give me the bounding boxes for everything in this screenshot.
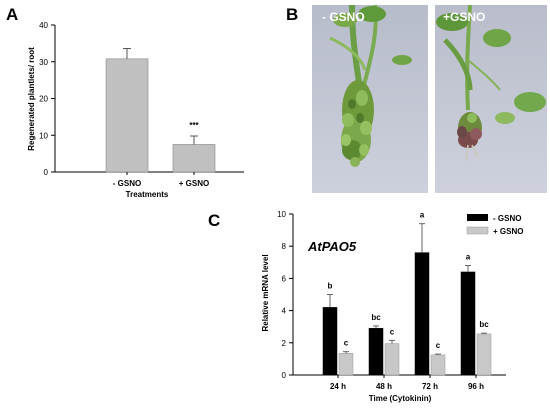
chart-c-bar-plus-gsno [338, 353, 354, 376]
photo-left-leaf-2 [358, 6, 386, 22]
photo-left-petiole [329, 36, 367, 71]
chart-a-y-tick-label: 40 [39, 21, 48, 30]
chart-c-bar-minus-gsno [414, 252, 430, 376]
chart-c-x-tick-label: 48 h [376, 382, 392, 391]
photo-left-label: - GSNO [322, 10, 365, 24]
chart-c-y-tick-label: 6 [282, 274, 287, 283]
chart-c-significance-letter: c [344, 339, 349, 348]
chart-c-y-tick-label: 8 [282, 242, 287, 251]
photo-right-petiole-2 [467, 59, 501, 91]
legend-swatch-plus-gsno [466, 226, 489, 235]
chart-c-x-tick-label: 72 h [422, 382, 438, 391]
chart-c-title: AtPAO5 [307, 239, 357, 254]
chart-a-y-tick-label: 10 [39, 131, 48, 140]
photo-right-leaf-4 [495, 112, 515, 124]
chart-c-significance-letter: b [328, 282, 333, 291]
photo-right-root-cluster [457, 112, 482, 161]
chart-a-x-tick-label: + GSNO [179, 179, 209, 188]
photo-left-root-cluster [341, 80, 374, 167]
panel-b-letter: B [286, 5, 298, 24]
chart-c-significance-letter: a [420, 211, 425, 220]
chart-c-bar-plus-gsno [384, 343, 400, 376]
chart-c-bar-minus-gsno [368, 328, 384, 376]
photo-left-leaf [333, 13, 357, 27]
panel-c-letter: C [208, 211, 220, 230]
chart-a-xlabel: Treatments [126, 190, 169, 199]
chart-a-bar [105, 58, 149, 173]
chart-a-y-tick-label: 20 [39, 95, 48, 104]
chart-c-x-tick-label: 96 h [468, 382, 484, 391]
chart-a-y-tick-label: 0 [44, 168, 49, 177]
chart-c-ylabel: Relative mRNA level [261, 254, 270, 331]
chart-c-bar-plus-gsno [476, 333, 492, 376]
photo-right-leaf-2 [483, 29, 511, 47]
panel-a-letter: A [6, 5, 18, 24]
chart-c-significance-letter: bc [479, 320, 489, 329]
chart-c-significance-letter: bc [371, 313, 381, 322]
chart-a-bar [172, 144, 216, 173]
chart-c-y-tick-label: 0 [282, 371, 287, 380]
photo-right-label: +GSNO [443, 10, 485, 24]
chart-c-y-tick-label: 10 [277, 210, 286, 219]
photo-minus-gsno: - GSNO [312, 4, 428, 193]
photo-right-stem [465, 4, 472, 111]
chart-c-significance-letter: a [466, 253, 471, 262]
chart-c-y-tick-label: 2 [282, 339, 287, 348]
chart-c-bar-minus-gsno [460, 271, 476, 376]
chart-c-bar-minus-gsno [322, 307, 338, 376]
chart-c-xlabel: Time (Cytokinin) [369, 394, 432, 403]
legend-label-plus-gsno: + GSNO [493, 227, 523, 236]
chart-c-y-tick-label: 4 [282, 307, 287, 316]
chart-c-bar-plus-gsno [430, 354, 446, 376]
chart-a: 0 10 20 30 40 - GSNO *** + GSNO Treatments Reg… [27, 21, 244, 199]
chart-c-x-tick-label: 24 h [330, 382, 346, 391]
legend-swatch-minus-gsno [467, 214, 488, 221]
photo-right-leaf-3 [514, 92, 546, 112]
chart-a-significance: *** [189, 121, 199, 130]
photo-plus-gsno: +GSNO [435, 4, 547, 193]
chart-a-x-tick-label: - GSNO [113, 179, 141, 188]
chart-c-significance-letter: c [436, 341, 441, 350]
photo-left-leaf-3 [392, 55, 412, 65]
chart-a-y-tick-label: 30 [39, 58, 48, 67]
legend-label-minus-gsno: - GSNO [493, 214, 521, 223]
chart-a-ylabel: Regenerated plantlets/ root [27, 47, 36, 151]
photo-right-petiole [443, 38, 473, 91]
chart-c-significance-letter: c [390, 327, 395, 336]
photo-right-leaf [436, 13, 468, 31]
